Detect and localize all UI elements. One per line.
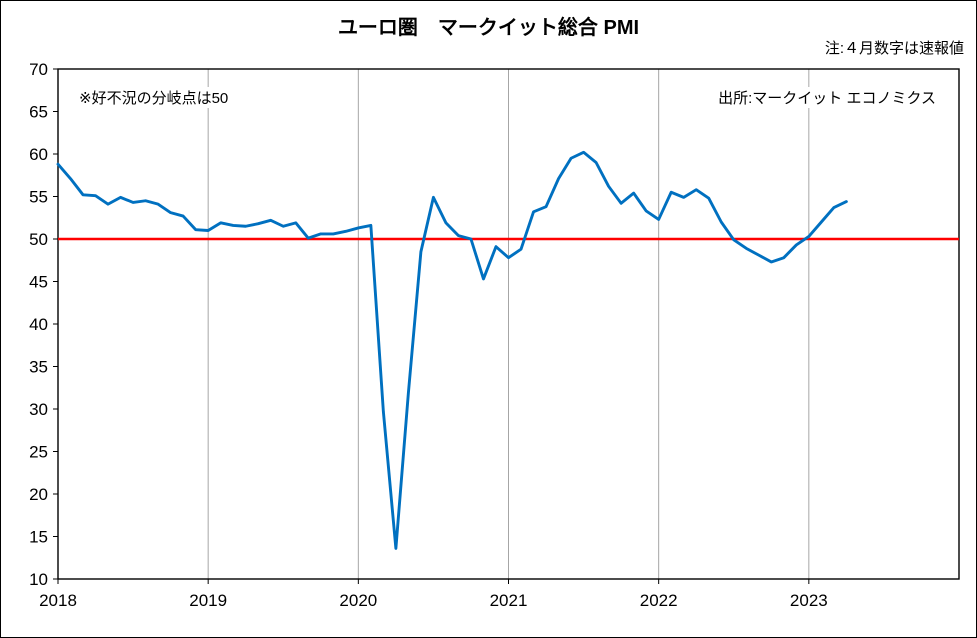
y-tick-label: 65 xyxy=(29,103,48,122)
threshold-annotation: ※好不況の分岐点は50 xyxy=(77,87,231,108)
y-tick-label: 35 xyxy=(29,358,48,377)
pmi-series-line xyxy=(56,150,848,550)
y-tick-label: 70 xyxy=(29,60,48,79)
y-tick-label: 10 xyxy=(29,570,48,589)
flash-estimate-note: 注:４月数字は速報値 xyxy=(824,40,964,57)
y-tick-label: 25 xyxy=(29,443,48,462)
chart-title: ユーロ圏 マークイット総合 PMI xyxy=(337,17,640,39)
y-tick-label: 15 xyxy=(29,528,48,547)
y-tick-label: 55 xyxy=(29,188,48,207)
y-tick-label: 45 xyxy=(29,273,48,292)
y-tick-label: 50 xyxy=(29,230,48,249)
x-tick-label: 2022 xyxy=(640,591,678,610)
x-tick-label: 2020 xyxy=(339,591,377,610)
x-tick-label: 2019 xyxy=(189,591,227,610)
y-tick-label: 60 xyxy=(29,145,48,164)
y-tick-label: 30 xyxy=(29,400,48,419)
x-tick-label: 2021 xyxy=(490,591,528,610)
x-tick-label: 2018 xyxy=(39,591,77,610)
y-tick-label: 40 xyxy=(29,315,48,334)
source-annotation: 出所:マークイット エコノミクス xyxy=(716,87,938,108)
y-tick-label: 20 xyxy=(29,485,48,504)
x-tick-label: 2023 xyxy=(790,591,828,610)
